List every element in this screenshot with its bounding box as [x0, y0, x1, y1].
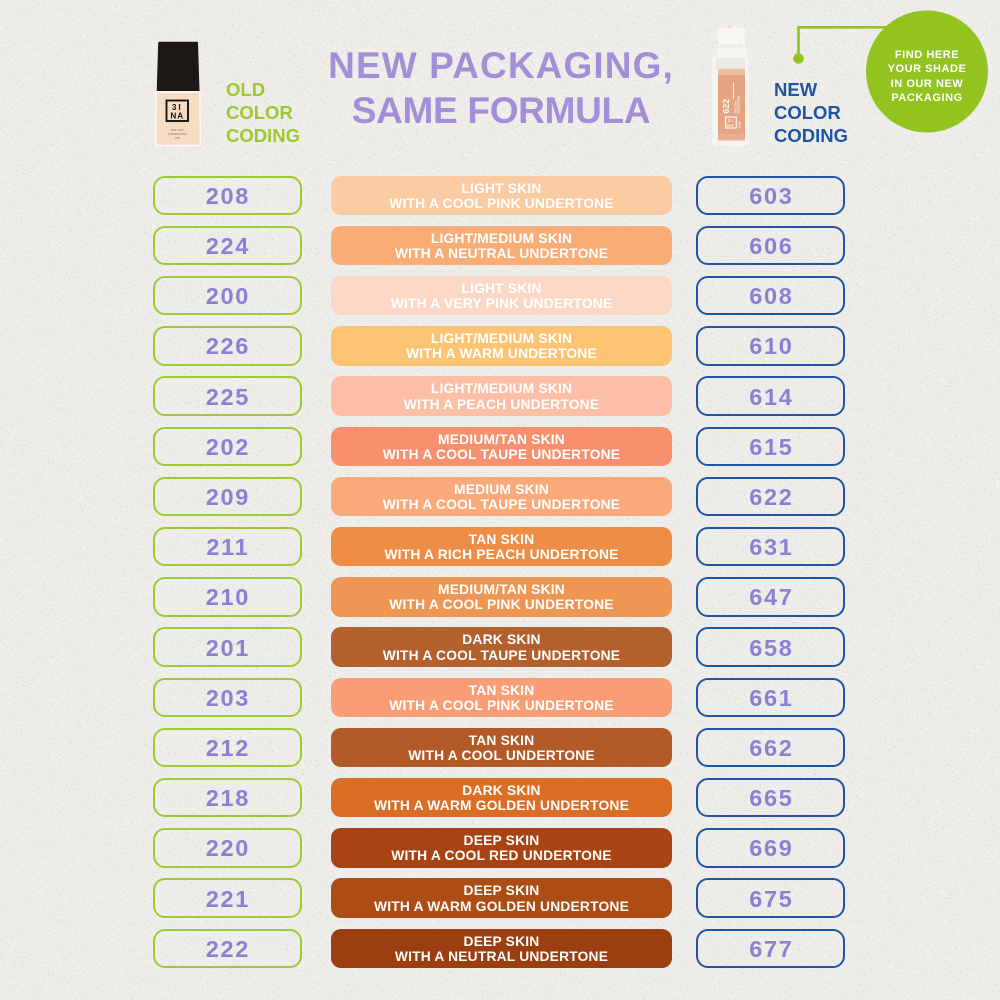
- svg-text:FOUNDATION: FOUNDATION: [168, 132, 186, 136]
- svg-text:NA: NA: [727, 123, 734, 128]
- svg-text:3I: 3I: [172, 103, 183, 112]
- svg-text:THE 3 IN 1: THE 3 IN 1: [171, 128, 185, 132]
- svg-text:THE 3 IN 1: THE 3 IN 1: [734, 100, 738, 113]
- svg-text:3I: 3I: [728, 118, 734, 123]
- svg-text:10ML: 10ML: [738, 121, 742, 128]
- svg-text:622: 622: [721, 99, 731, 114]
- svg-text:208: 208: [175, 136, 180, 140]
- svg-text:NA: NA: [170, 112, 184, 121]
- svg-text:FOUNDATION: FOUNDATION: [737, 96, 741, 113]
